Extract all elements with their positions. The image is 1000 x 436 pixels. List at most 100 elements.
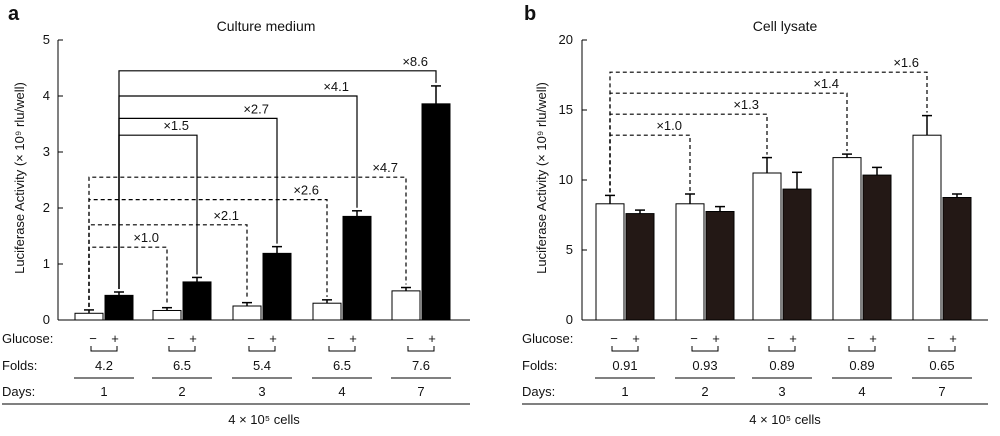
panel-b-cells-label: 4 × 10⁵ cells [749, 412, 821, 427]
panel-b-y-axis-label: Luciferase Activity (× 10⁹ rlu/well) [534, 82, 549, 274]
panel-b-day-label: 2 [701, 384, 708, 399]
panel-a-glucose-minus: − [247, 331, 255, 346]
panel-b-glucose-plus: + [949, 331, 957, 346]
panel-b-day-label: 4 [858, 384, 865, 399]
panel-b-glucose-plus: + [712, 331, 720, 346]
panel-a-day-label: 1 [100, 384, 107, 399]
panel-b-y-tick-label: 5 [566, 242, 573, 257]
panel-a-comparison-minus [88, 176, 407, 307]
panel-a-bar-minus [312, 302, 342, 321]
panel-a-comparison-label: ×1.5 [163, 118, 189, 133]
panel-b-fold-value: 0.89 [769, 358, 794, 373]
panel-a-bar-plus [421, 103, 451, 321]
panel-a-bar-plus [182, 281, 212, 321]
panel-a-y-axis-label: Luciferase Activity (× 10⁹ rlu/well) [12, 82, 27, 274]
panel-a-cells-label: 4 × 10⁵ cells [228, 412, 300, 427]
panel-a-comparison-label: ×4.1 [323, 79, 349, 94]
panel-a-bar-minus [152, 309, 182, 321]
panel-b-fold-bracket [691, 346, 719, 352]
panel-b-glucose-minus: − [927, 331, 935, 346]
panel-a-bar-minus [391, 290, 421, 321]
panel-a-day-label: 2 [178, 384, 185, 399]
panel-a-comparison-minus [88, 224, 248, 307]
panel-b-bar-minus [752, 172, 782, 321]
panel-a-y-tick-label: 1 [43, 256, 50, 271]
panel-a-glucose-minus: − [89, 331, 97, 346]
panel-b-bar-minus [595, 203, 625, 321]
panel-b-bar-plus [705, 211, 735, 321]
panel-a-fold-value: 5.4 [253, 358, 271, 373]
panel-a-fold-bracket [168, 346, 196, 352]
panel-a-glucose-minus: − [167, 331, 175, 346]
panel-b-comparison-label: ×1.4 [813, 76, 839, 91]
panel-b-day-label: 3 [778, 384, 785, 399]
panel-a-title: Culture medium [217, 18, 316, 34]
panel-a-comparison-plus [118, 95, 358, 289]
panel-a-fold-bracket [328, 346, 356, 352]
panel-a-fold-value: 7.6 [412, 358, 430, 373]
panel-a-folds-row-label: Folds: [2, 358, 37, 373]
panel-a-y-tick-label: 5 [43, 32, 50, 47]
panel-a-bar-plus [342, 215, 372, 321]
panel-b-bar-minus [912, 134, 942, 321]
panel-b-bar-plus [782, 188, 812, 321]
panel-b-folds-row-label: Folds: [522, 358, 557, 373]
panel-a-comparison-plus [118, 117, 278, 289]
panel-b-comparison-minus [609, 113, 768, 193]
panel-b-day-label: 1 [621, 384, 628, 399]
panel-a-comparison-label: ×8.6 [402, 54, 428, 69]
panel-a-fold-bracket [248, 346, 276, 352]
panel-a-days-row-label: Days: [2, 384, 35, 399]
panel-b-y-tick-label: 0 [566, 312, 573, 327]
panel-b-glucose-plus: + [789, 331, 797, 346]
panel-a-glucose-plus: + [269, 331, 277, 346]
panel-b-bar-plus [942, 197, 972, 321]
panel-b-title: Cell lysate [753, 18, 818, 34]
panel-a-comparison-plus [118, 134, 198, 289]
panel-b-y-tick-label: 15 [559, 102, 573, 117]
panel-a-fold-value: 6.5 [173, 358, 191, 373]
panel-a-y-tick-label: 3 [43, 144, 50, 159]
panel-b-fold-bracket [848, 346, 876, 352]
panel-b-glucose-plus: + [632, 331, 640, 346]
panel-b-days-row-label: Days: [522, 384, 555, 399]
panel-a-fold-value: 6.5 [333, 358, 351, 373]
panel-b-glucose-minus: − [610, 331, 618, 346]
panel-a-comparison-label: ×2.7 [243, 101, 269, 116]
panel-b-glucose-minus: − [690, 331, 698, 346]
panel-b-glucose-plus: + [869, 331, 877, 346]
panel-a-day-label: 7 [417, 384, 424, 399]
panel-b-fold-value: 0.93 [692, 358, 717, 373]
panel-a-fold-value: 4.2 [95, 358, 113, 373]
panel-b-comparison-minus [609, 71, 928, 193]
panel-a-y-tick-label: 2 [43, 200, 50, 215]
panel-b-fold-bracket [611, 346, 639, 352]
panel-a-comparison-label: ×4.7 [372, 160, 398, 175]
panel-a-bar-plus [262, 252, 292, 321]
panel-a-y-tick-label: 0 [43, 312, 50, 327]
panel-a-comparison-label: ×1.0 [133, 230, 159, 245]
panel-a-glucose-minus: − [327, 331, 335, 346]
panel-b-fold-value: 0.89 [849, 358, 874, 373]
panel-a-y-tick-label: 4 [43, 88, 50, 103]
panel-b-day-label: 7 [938, 384, 945, 399]
panel-b-fold-bracket [768, 346, 796, 352]
panel-a-letter: a [8, 3, 20, 25]
panel-b-glucose-row-label: Glucose: [522, 331, 573, 346]
panel-b-bar-minus [675, 203, 705, 321]
panel-a-glucose-minus: − [406, 331, 414, 346]
panel-a-comparison-minus [88, 199, 328, 307]
panel-b-letter: b [524, 3, 536, 25]
panel-b-fold-value: 0.65 [929, 358, 954, 373]
panel-a-glucose-plus: + [349, 331, 357, 346]
panel-b-comparison-label: ×1.0 [656, 118, 682, 133]
panel-b-comparison-label: ×1.6 [893, 55, 919, 70]
panel-a-comparison-label: ×2.6 [293, 183, 319, 198]
panel-a-glucose-row-label: Glucose: [2, 331, 53, 346]
panel-a-fold-bracket [407, 346, 435, 352]
panel-b-fold-value: 0.91 [612, 358, 637, 373]
panel-a-glucose-plus: + [428, 331, 436, 346]
